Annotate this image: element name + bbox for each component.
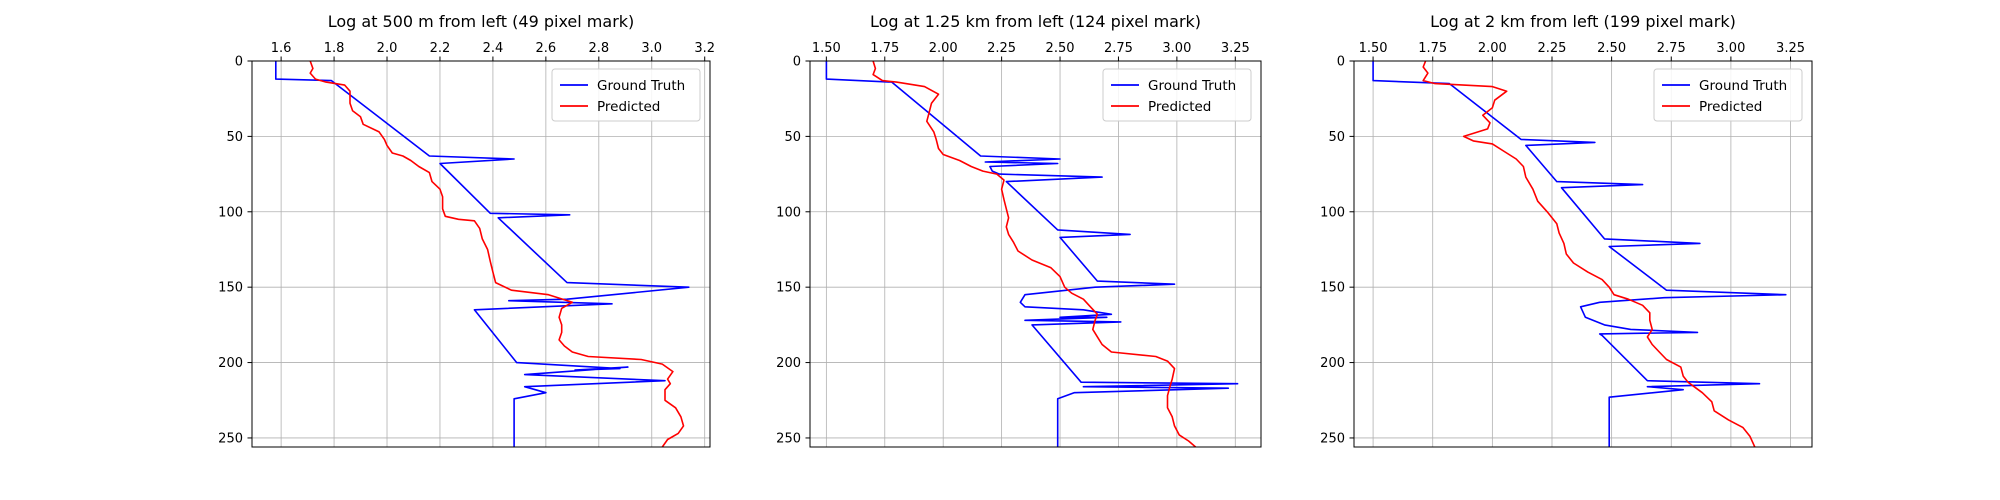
- legend-label: Ground Truth: [597, 78, 685, 94]
- legend-label: Predicted: [1699, 99, 1762, 115]
- legend-box: [1102, 68, 1252, 122]
- x-tick-label: 1.8: [324, 41, 345, 56]
- x-tick-label: 2.2: [430, 41, 451, 56]
- x-tick-label: 3.00: [1162, 41, 1191, 56]
- x-tick-label: 2.4: [483, 41, 504, 56]
- chart-panel-3: 1.50 1.75 2.00 2.25 2.50 2.75 3.00 3.25 0 50 100 15…: [1320, 12, 1813, 448]
- x-tick-label: 2.50: [1597, 41, 1626, 56]
- legend: Ground Truth Predicted: [1653, 68, 1803, 122]
- x-tick-label: 2.0: [377, 41, 398, 56]
- y-tick-label: 100: [1320, 205, 1345, 220]
- x-tick-label: 3.25: [1776, 41, 1805, 56]
- chart-panel-1: 1.6 1.8 2.0 2.2 2.4 2.6 2.8 3.0 3.2 0 50 100 150 200 2…: [218, 12, 715, 448]
- x-tick-label: 3.25: [1221, 41, 1250, 56]
- y-tick-label: 0: [235, 55, 243, 70]
- legend-label: Ground Truth: [1148, 78, 1236, 94]
- x-tick-label: 3.00: [1716, 41, 1745, 56]
- series-line-predicted: [1422, 61, 1756, 447]
- legend-label: Predicted: [1148, 99, 1211, 115]
- series-line-predicted: [309, 61, 685, 447]
- series-line-ground-truth: [825, 61, 1239, 447]
- y-tick-label: 200: [1320, 356, 1345, 371]
- y-tick-label: 150: [1320, 281, 1345, 296]
- x-tick-label: 3.0: [641, 41, 662, 56]
- y-tick-label: 250: [218, 431, 243, 446]
- y-tick-label: 50: [784, 130, 801, 145]
- y-tick-label: 200: [776, 356, 801, 371]
- y-tick-label: 50: [1328, 130, 1345, 145]
- x-tick-label: 2.00: [1478, 41, 1507, 56]
- series-line-ground-truth: [274, 61, 690, 447]
- x-tick-label: 1.75: [1418, 41, 1447, 56]
- y-tick-label: 100: [776, 205, 801, 220]
- x-tick-label: 1.75: [870, 41, 899, 56]
- legend-box: [1653, 68, 1803, 122]
- x-tick-label: 2.6: [536, 41, 557, 56]
- x-tick-label: 1.50: [812, 41, 841, 56]
- y-tick-label: 100: [218, 205, 243, 220]
- y-tick-label: 0: [1337, 55, 1345, 70]
- x-tick-label: 1.6: [271, 41, 292, 56]
- plot-frame: [251, 60, 711, 448]
- y-tick-label: 250: [1320, 431, 1345, 446]
- y-tick-label: 150: [218, 281, 243, 296]
- y-tick-label: 0: [793, 55, 801, 70]
- x-tick-label: 2.00: [929, 41, 958, 56]
- chart-panel-2: 1.50 1.75 2.00 2.25 2.50 2.75 3.00 3.25 0 50 100 15…: [776, 12, 1262, 448]
- legend-label: Predicted: [597, 99, 660, 115]
- x-tick-label: 3.2: [694, 41, 715, 56]
- x-tick-label: 1.50: [1359, 41, 1388, 56]
- plot-frame: [1353, 60, 1813, 448]
- x-tick-label: 2.8: [588, 41, 609, 56]
- x-tick-label: 2.25: [987, 41, 1016, 56]
- series-line-predicted: [872, 61, 1197, 447]
- series-line-ground-truth: [1372, 61, 1787, 447]
- chart-title: Log at 500 m from left (49 pixel mark): [328, 12, 635, 31]
- x-tick-label: 2.75: [1657, 41, 1686, 56]
- x-tick-label: 2.75: [1104, 41, 1133, 56]
- chart-title: Log at 1.25 km from left (124 pixel mark…: [870, 12, 1201, 31]
- y-tick-label: 50: [226, 130, 243, 145]
- legend-label: Ground Truth: [1699, 78, 1787, 94]
- x-tick-label: 2.25: [1538, 41, 1567, 56]
- y-tick-label: 250: [776, 431, 801, 446]
- chart-title: Log at 2 km from left (199 pixel mark): [1430, 12, 1736, 31]
- legend: Ground Truth Predicted: [551, 68, 701, 122]
- plot-frame: [809, 60, 1262, 448]
- x-tick-label: 2.50: [1046, 41, 1075, 56]
- legend-box: [551, 68, 701, 122]
- y-tick-label: 150: [776, 281, 801, 296]
- y-tick-label: 200: [218, 356, 243, 371]
- legend: Ground Truth Predicted: [1102, 68, 1252, 122]
